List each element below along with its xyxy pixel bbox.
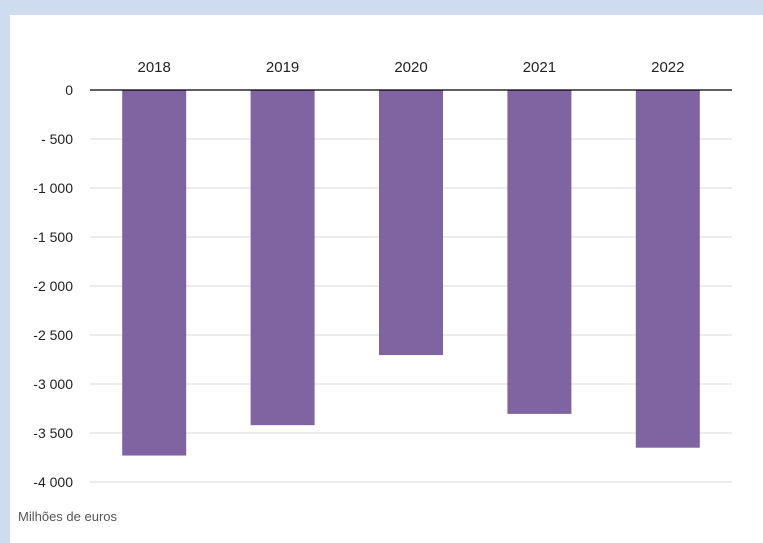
bar-2021	[507, 90, 572, 414]
bar-chart: 0 - 500 -1 000 -1 500 -2 000 -2 500 -3 000 -3 5…	[33, 59, 732, 490]
bar-2018	[122, 90, 187, 456]
bar-2022	[635, 90, 700, 448]
category-label-2019: 2019	[266, 59, 299, 76]
category-labels: 2018 2019 2020 2021 2022	[138, 59, 685, 76]
y-tick-label: -1 500	[33, 229, 73, 245]
bar-2019	[250, 90, 315, 426]
y-tick-label: 0	[65, 82, 73, 98]
y-tick-label: - 500	[41, 131, 73, 147]
unit-label: Milhões de euros	[18, 509, 117, 524]
y-tick-label: -2 000	[33, 278, 73, 294]
y-tick-label: -4 000	[33, 474, 73, 490]
bars	[122, 90, 700, 456]
y-tick-label: -1 000	[33, 180, 73, 196]
category-label-2018: 2018	[138, 59, 171, 76]
y-tick-labels: 0 - 500 -1 000 -1 500 -2 000 -2 500 -3 000 -3 5…	[33, 82, 73, 490]
category-label-2021: 2021	[523, 59, 556, 76]
y-tick-label: -3 000	[33, 376, 73, 392]
chart-panel: 0 - 500 -1 000 -1 500 -2 000 -2 500 -3 000 -3 5…	[10, 15, 763, 543]
y-tick-label: -2 500	[33, 327, 73, 343]
category-label-2020: 2020	[394, 59, 427, 76]
y-tick-label: -3 500	[33, 425, 73, 441]
category-label-2022: 2022	[651, 59, 684, 76]
bar-2020	[379, 90, 443, 356]
